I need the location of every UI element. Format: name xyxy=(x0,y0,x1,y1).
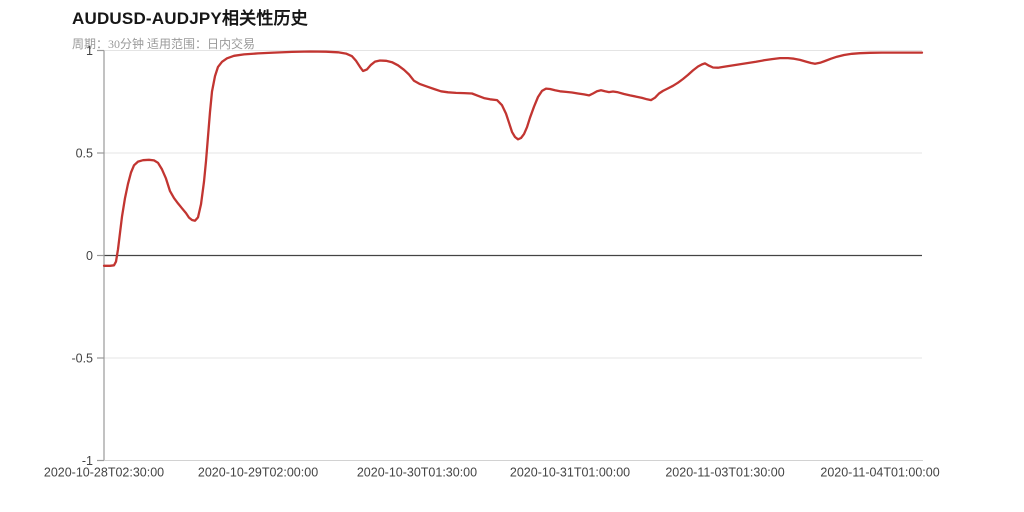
y-tick-label: 1 xyxy=(86,44,93,58)
x-tick-label: 2020-11-03T01:30:00 xyxy=(665,466,784,480)
correlation-series-line xyxy=(102,50,924,267)
y-tick-label: 0.5 xyxy=(76,147,93,161)
x-tick-label: 2020-10-29T02:00:00 xyxy=(198,466,318,480)
x-tick-label: 2020-11-04T01:00:00 xyxy=(820,466,939,480)
chart-title: AUDUSD-AUDJPY相关性历史 xyxy=(72,9,308,28)
x-tick-label: 2020-10-28T02:30:00 xyxy=(44,466,164,480)
x-tick-label: 2020-10-30T01:30:00 xyxy=(357,466,477,480)
chart-header: AUDUSD-AUDJPY相关性历史 周期：30分钟 适用范围：日内交易 xyxy=(72,4,308,52)
y-tick-label: 0 xyxy=(86,249,93,263)
chart-subtitle: 周期：30分钟 适用范围：日内交易 xyxy=(72,37,256,51)
y-tick-label: -1 xyxy=(82,454,93,468)
y-tick-label: -0.5 xyxy=(71,352,93,366)
x-tick-label: 2020-10-31T01:00:00 xyxy=(510,466,630,480)
